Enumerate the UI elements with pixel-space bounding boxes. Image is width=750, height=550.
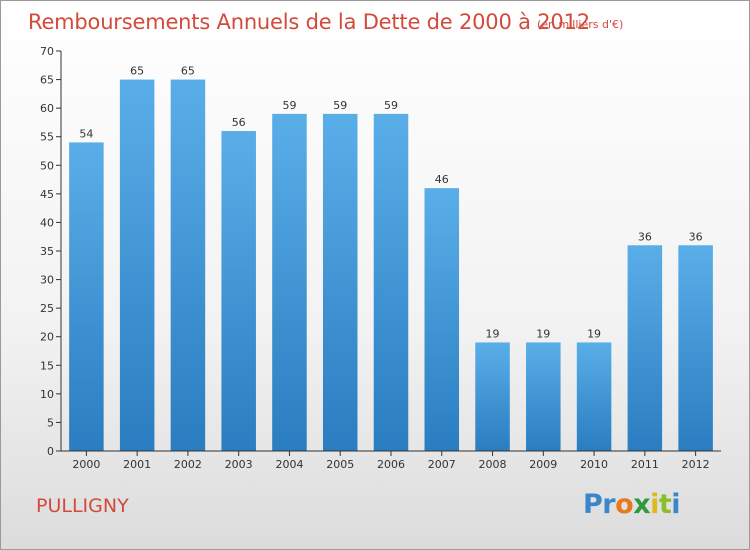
- data-label: 65: [130, 65, 144, 78]
- logo-letter: r: [602, 489, 616, 520]
- chart-title: Remboursements Annuels de la Dette de 20…: [28, 10, 590, 34]
- bar: [424, 188, 460, 451]
- bar: [526, 342, 561, 451]
- bar: [221, 131, 256, 451]
- x-tick-label: 2008: [479, 458, 507, 471]
- bars: 54 65 65 56 59 59 59 46 19 19 19 36 36: [69, 65, 713, 452]
- data-label: 36: [638, 230, 652, 243]
- data-label: 19: [486, 327, 500, 340]
- data-label: 65: [181, 65, 195, 78]
- data-label: 19: [536, 327, 550, 340]
- y-tick-label: 70: [40, 45, 54, 58]
- y-tick-label: 20: [40, 331, 54, 344]
- y-tick-label: 60: [40, 102, 54, 115]
- data-label: 59: [384, 99, 398, 112]
- x-tick-label: 2002: [174, 458, 202, 471]
- y-tick-label: 50: [40, 159, 54, 172]
- logo-letter: o: [615, 489, 634, 520]
- bar: [627, 245, 663, 451]
- data-label: 59: [333, 99, 347, 112]
- bar: [119, 79, 155, 452]
- data-label: 19: [587, 327, 601, 340]
- y-tick-label: 10: [40, 388, 54, 401]
- x-tick-label: 2004: [275, 458, 303, 471]
- bar: [69, 142, 104, 451]
- y-tick-label: 40: [40, 216, 54, 229]
- x-tick-label: 2003: [225, 458, 253, 471]
- x-tick-label: 2000: [72, 458, 100, 471]
- y-tick-label: 5: [47, 416, 54, 429]
- y-tick-label: 0: [47, 445, 54, 458]
- data-label: 46: [435, 173, 449, 186]
- bar: [170, 79, 206, 452]
- x-tick-label: 2006: [377, 458, 405, 471]
- y-tick-label: 35: [40, 245, 54, 258]
- logo-letter: x: [633, 489, 651, 520]
- logo-letter: i: [671, 489, 681, 520]
- x-tick-label: 2011: [631, 458, 659, 471]
- data-label: 59: [282, 99, 296, 112]
- y-axis: 0 5 10 15 20 25 30 35 40 45 50 55 60 65 70: [40, 45, 62, 458]
- bar: [272, 113, 307, 451]
- y-tick-label: 25: [40, 302, 54, 315]
- x-tick-label: 2005: [326, 458, 354, 471]
- data-label: 36: [689, 230, 703, 243]
- y-tick-label: 65: [40, 74, 54, 87]
- logo-letter: i: [650, 489, 659, 520]
- y-tick-label: 45: [40, 188, 54, 201]
- logo-letter: t: [658, 489, 672, 520]
- bar: [475, 342, 510, 451]
- x-tick-label: 2012: [682, 458, 710, 471]
- proxiti-logo: Proxiti: [583, 489, 681, 520]
- bar: [576, 342, 612, 451]
- data-label: 56: [232, 116, 246, 129]
- x-tick-label: 2007: [428, 458, 456, 471]
- bar: [678, 245, 713, 451]
- bar: [322, 113, 358, 451]
- x-tick-label: 2001: [123, 458, 151, 471]
- data-label: 54: [79, 127, 93, 140]
- bar: [373, 113, 409, 451]
- logo-letter: P: [583, 489, 603, 520]
- y-tick-label: 55: [40, 131, 54, 144]
- x-tick-label: 2009: [529, 458, 557, 471]
- chart-subtitle: (en milliers d'€): [537, 18, 624, 31]
- y-tick-label: 15: [40, 359, 54, 372]
- x-tick-label: 2010: [580, 458, 608, 471]
- x-axis: 2000 2001 2002 2003 2004 2005 2006 2007 2008 2009…: [61, 450, 721, 471]
- commune-name: PULLIGNY: [36, 495, 129, 517]
- y-tick-label: 30: [40, 274, 54, 287]
